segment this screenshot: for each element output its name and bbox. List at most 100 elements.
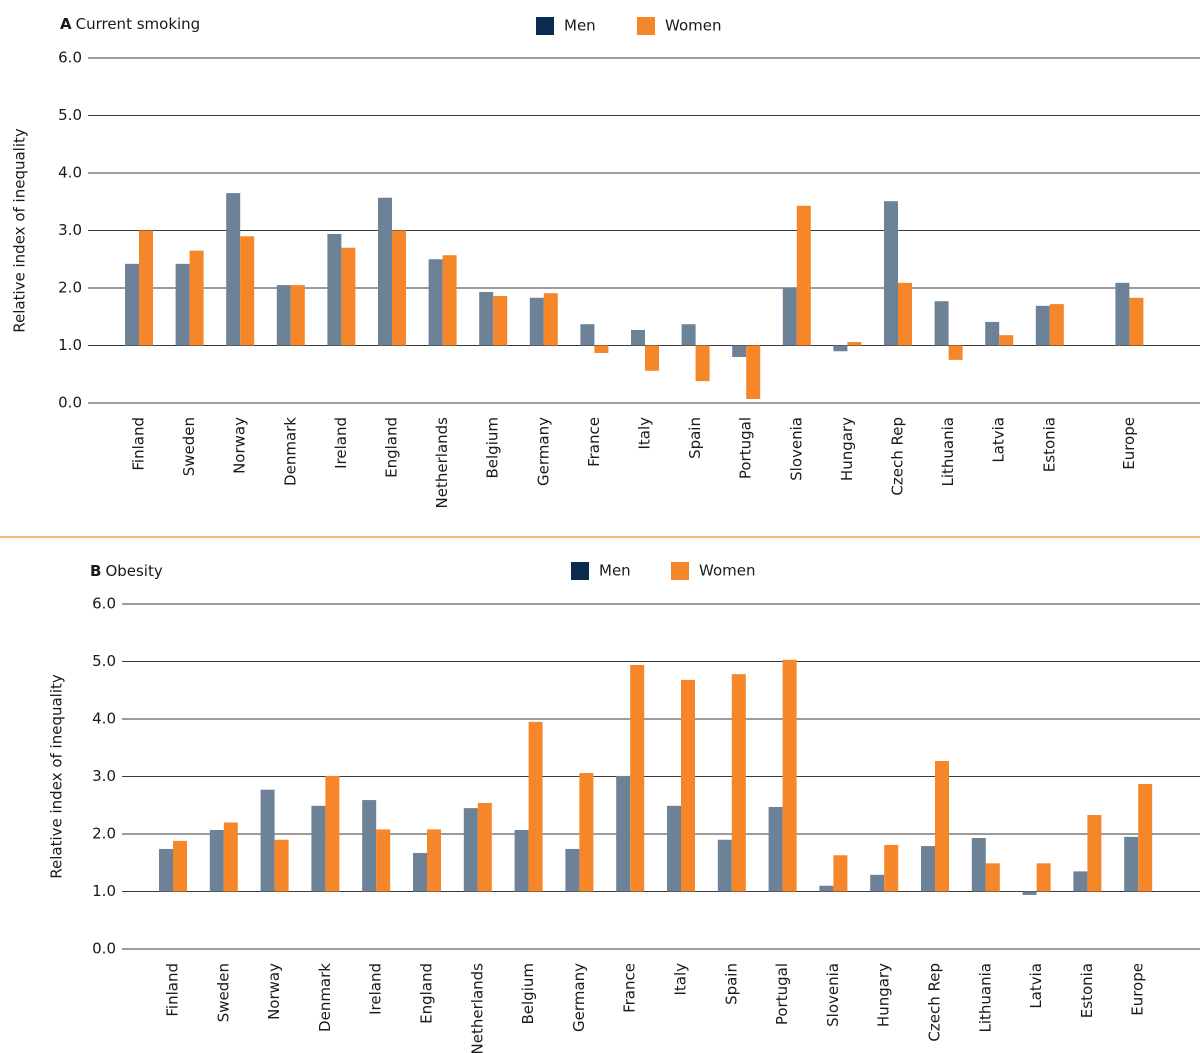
x-tick-label: Czech Rep [889, 417, 907, 496]
x-tick-label: Spain [722, 963, 740, 1005]
bar [833, 345, 848, 352]
bar [921, 846, 935, 892]
y-tick-label: 0.0 [58, 394, 82, 412]
bar [325, 775, 340, 892]
y-tick-label: 5.0 [92, 652, 116, 670]
bar [341, 247, 356, 346]
legend-label: Women [665, 17, 721, 35]
bar [427, 829, 441, 892]
bar [528, 721, 543, 892]
x-tick-label: Finland [130, 417, 148, 471]
bar [392, 230, 406, 346]
y-tick-label: 4.0 [58, 164, 82, 182]
bar [1049, 304, 1064, 346]
bar [240, 236, 255, 346]
bar [565, 848, 580, 892]
bar [819, 885, 834, 892]
bar [276, 285, 291, 346]
x-tick-label: Sweden [180, 417, 198, 476]
legend-label: Women [699, 562, 755, 580]
bar [630, 664, 645, 892]
bar [260, 789, 275, 892]
bar [695, 345, 710, 382]
panel-letter: A [60, 15, 72, 33]
bar [731, 674, 746, 892]
bar [782, 288, 797, 346]
panel-letter: B [90, 562, 101, 580]
bar [442, 255, 457, 346]
bar [189, 250, 204, 346]
bar [884, 844, 899, 892]
y-tick-label: 6.0 [58, 49, 82, 67]
bar [413, 852, 427, 892]
bar [1022, 891, 1037, 895]
x-tick-label: France [621, 963, 639, 1013]
x-tick-label: Netherlands [433, 417, 451, 509]
bar [493, 296, 508, 346]
bar [985, 863, 1000, 892]
bar [1035, 305, 1050, 346]
legend-swatch [671, 562, 689, 580]
bar [543, 293, 558, 346]
bar [173, 840, 187, 892]
bar [1138, 783, 1153, 892]
bar [479, 292, 494, 346]
bar [717, 839, 732, 892]
x-tick-label: Germany [534, 417, 552, 486]
bar [274, 839, 289, 892]
bar [311, 805, 326, 892]
bar [1036, 863, 1051, 892]
x-tick-label: Belgium [519, 963, 537, 1025]
bar [971, 838, 986, 892]
x-tick-label: Netherlands [468, 963, 486, 1053]
legend-swatch [637, 17, 655, 35]
x-tick-label: Slovenia [824, 963, 842, 1027]
y-tick-label: 3.0 [92, 767, 116, 785]
x-tick-label: Sweden [214, 963, 232, 1022]
x-tick-label: Spain [686, 417, 704, 459]
legend-label: Men [564, 17, 596, 35]
x-tick-label: Slovenia [787, 417, 805, 481]
x-tick-label: Ireland [367, 963, 385, 1015]
panel-title: A Current smoking [60, 15, 200, 33]
bar [376, 829, 391, 892]
bar [999, 335, 1014, 346]
bar [463, 808, 478, 892]
x-tick-label: Denmark [316, 963, 334, 1032]
y-axis-label: Relative index of inequality [11, 128, 29, 333]
x-tick-label: Latvia [990, 417, 1008, 463]
legend-swatch [536, 17, 554, 35]
bar [985, 321, 1000, 346]
bar [175, 263, 190, 346]
x-tick-label: Portugal [773, 963, 791, 1025]
y-tick-label: 5.0 [58, 106, 82, 124]
bar [1073, 871, 1088, 892]
x-tick-label: England [383, 417, 401, 478]
panel-title-text: Obesity [105, 562, 162, 580]
bar [645, 345, 659, 371]
bar [362, 800, 377, 892]
bar [847, 342, 862, 346]
x-tick-label: Germany [570, 963, 588, 1032]
bar [796, 205, 811, 346]
x-tick-label: Belgium [484, 417, 502, 479]
y-tick-label: 1.0 [92, 882, 116, 900]
y-tick-label: 4.0 [92, 710, 116, 728]
bar [290, 285, 305, 346]
bar [870, 874, 885, 892]
x-tick-label: Norway [265, 963, 283, 1020]
y-tick-label: 3.0 [58, 221, 82, 239]
x-tick-label: Finland [164, 963, 182, 1017]
bar [159, 848, 173, 892]
y-tick-label: 0.0 [92, 940, 116, 958]
bar [898, 282, 912, 346]
x-tick-label: Italy [672, 963, 690, 996]
bar [732, 345, 747, 357]
bar [616, 775, 631, 892]
bar [631, 329, 645, 346]
x-tick-label: Europe [1120, 417, 1138, 470]
bar [1124, 836, 1139, 892]
x-tick-label: Estonia [1078, 963, 1096, 1018]
